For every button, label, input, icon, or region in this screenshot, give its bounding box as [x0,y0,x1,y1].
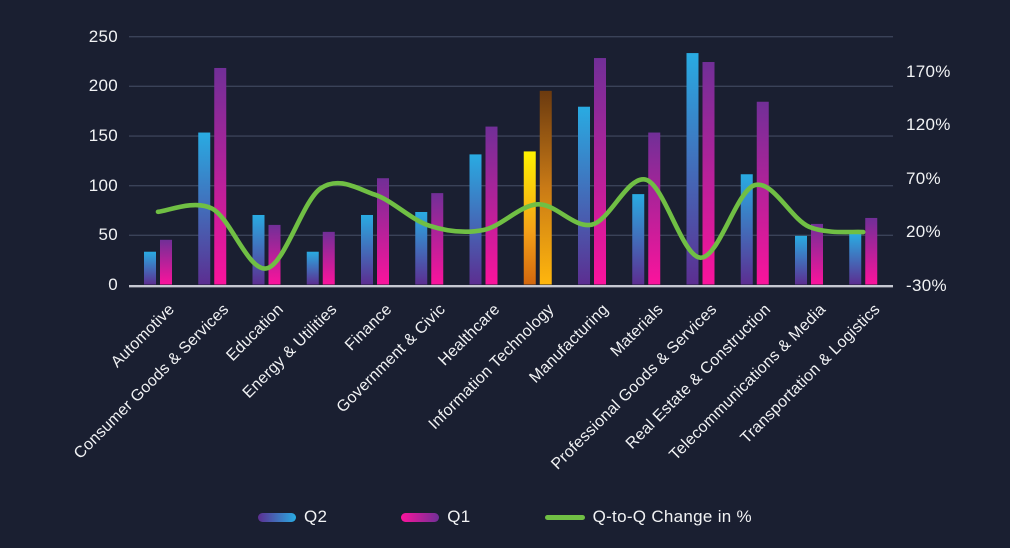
bar-q2-12[interactable] [795,235,807,285]
bar-q1-11[interactable] [756,101,769,285]
legend-label-change: Q-to-Q Change in % [592,507,752,526]
q1-series-swatch [401,512,440,522]
bar-q1-13[interactable] [865,217,878,285]
pct-axis-tick-label: -30% [906,275,947,295]
pct-axis-tick-label: 20% [906,222,941,242]
bar-q2-1[interactable] [198,132,211,285]
pct-axis-tick-label: 120% [906,115,951,135]
bar-q2-13[interactable] [849,233,862,285]
pct-axis-tick-label: 70% [906,168,941,188]
y-axis-tick-label: 100 [88,175,118,195]
bar-q1-5[interactable] [431,193,444,285]
legend-label-q2: Q2 [304,507,328,526]
bar-q1-1[interactable] [214,67,227,285]
bar-q2-6[interactable] [469,154,482,285]
y-axis-tick-label: 0 [108,275,118,294]
bar-q1-6[interactable] [485,126,498,285]
bar-q1-10[interactable] [702,62,715,285]
q-to-q-change-line[interactable] [155,177,866,271]
bar-q2-4[interactable] [361,214,373,285]
q2-series-swatch [258,512,296,522]
bar-q1-12[interactable] [811,223,823,285]
bar-q1-2[interactable] [268,224,281,285]
y-axis-tick-label: 200 [88,76,118,96]
bar-q1-9[interactable] [648,132,661,285]
legend-item-change-line[interactable]: Q-to-Q Change in % [544,507,752,527]
bar-q1-3[interactable] [322,231,335,285]
bar-q2-7[interactable] [523,151,536,285]
bar-q2-5[interactable] [415,211,428,285]
legend-item-q1[interactable]: Q1 [401,507,470,527]
bar-q1-8[interactable] [594,58,606,285]
y-axis-tick-label: 150 [88,126,118,146]
pct-axis-tick-label: 170% [906,61,951,81]
bar-q2-8[interactable] [578,106,590,285]
bar-q2-0[interactable] [144,251,156,285]
bar-q2-11[interactable] [740,174,753,285]
change-line-swatch [544,514,585,520]
legend-item-q2[interactable]: Q2 [258,507,327,527]
y-axis-tick-label: 50 [98,225,118,245]
bar-q2-3[interactable] [306,251,319,285]
bar-q2-10[interactable] [686,53,699,285]
bar-q2-9[interactable] [632,194,645,285]
bar-q1-0[interactable] [160,239,172,285]
bar-q1-4[interactable] [377,178,389,285]
legend: Q2 Q1 Q-to-Q Change in % [0,502,1010,532]
y-axis-tick-label: 250 [88,26,118,46]
bar-q2-2[interactable] [252,214,265,285]
legend-label-q1: Q1 [447,507,471,526]
bar-q1-7[interactable] [539,90,552,285]
